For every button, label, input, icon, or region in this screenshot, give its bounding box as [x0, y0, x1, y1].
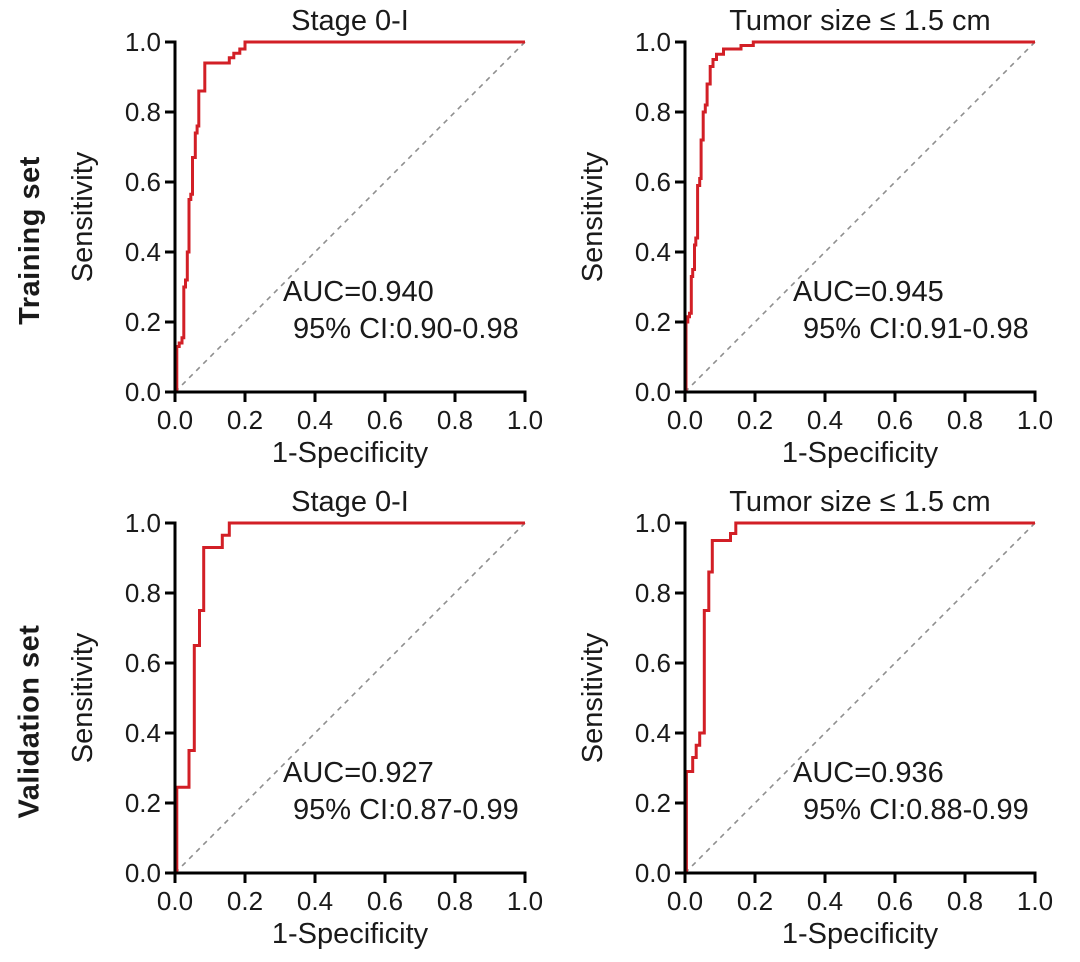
roc-panel-validation-tumor-size: Tumor size ≤ 1.5 cm 0.0 0.2 0.4 0.6 0.8 1.0 0.0…	[570, 481, 1080, 962]
y-tick-label: 0.4	[125, 718, 161, 748]
x-tick-label: 0.2	[227, 405, 263, 435]
roc-curve	[175, 40, 525, 392]
y-tick-label: 0.0	[635, 858, 671, 888]
y-axis-label: Sensitivity	[577, 151, 609, 282]
auc-annotation: AUC=0.936	[793, 757, 944, 789]
roc-curve	[684, 521, 1035, 873]
x-axis-label: 1-Specificity	[782, 918, 939, 950]
x-tick-label: 0.8	[947, 405, 983, 435]
ci-annotation: 95% CI:0.91-0.98	[803, 313, 1029, 345]
x-tick-label: 0.2	[227, 886, 263, 916]
panel-title: Tumor size ≤ 1.5 cm	[729, 5, 990, 37]
panel-title: Stage 0-I	[291, 486, 409, 518]
y-tick-label: 0.2	[125, 307, 161, 337]
y-axis-label: Sensitivity	[67, 632, 99, 763]
x-axis-label: 1-Specificity	[272, 437, 429, 469]
y-tick-label: 0.8	[635, 578, 671, 608]
y-tick-label: 0.6	[635, 167, 671, 197]
x-tick-label: 0.6	[367, 405, 403, 435]
roc-chart-svg: Tumor size ≤ 1.5 cm 0.0 0.2 0.4 0.6 0.8 1.0 0.0…	[577, 486, 1053, 950]
y-axis-label: Sensitivity	[67, 151, 99, 282]
ci-annotation: 95% CI:0.90-0.98	[293, 313, 519, 345]
x-tick-label: 0.0	[667, 405, 703, 435]
y-tick-label: 0.2	[635, 788, 671, 818]
x-tick-label: 0.8	[437, 886, 473, 916]
x-tick-label: 0.8	[437, 405, 473, 435]
x-tick-label: 0.4	[297, 886, 333, 916]
auc-annotation: AUC=0.940	[283, 276, 434, 308]
y-tick-label: 0.6	[125, 648, 161, 678]
x-tick-label: 0.6	[877, 886, 913, 916]
auc-annotation: AUC=0.927	[283, 757, 434, 789]
y-tick-label: 0.6	[125, 167, 161, 197]
ci-annotation: 95% CI:0.87-0.99	[293, 794, 519, 826]
y-tick-label: 0.8	[125, 578, 161, 608]
x-tick-label: 0.4	[807, 405, 843, 435]
y-tick-label: 1.0	[635, 27, 671, 57]
x-axis-label: 1-Specificity	[272, 918, 429, 950]
x-tick-label: 1.0	[1017, 886, 1053, 916]
roc-panel-training-stage: Stage 0-I 0.0 0.2 0.4 0.6 0.8 1.0 0.0 0.2 0.4 0.6 0…	[60, 0, 570, 481]
panel-title: Tumor size ≤ 1.5 cm	[729, 486, 990, 518]
y-tick-label: 0.8	[635, 97, 671, 127]
roc-chart-svg: Stage 0-I 0.0 0.2 0.4 0.6 0.8 1.0 0.0 0.2 0.4 0.6 0…	[67, 486, 543, 950]
y-tick-label: 0.6	[635, 648, 671, 678]
chance-diagonal-line	[174, 41, 526, 393]
roc-curve	[175, 521, 525, 873]
x-axis-label: 1-Specificity	[782, 437, 939, 469]
x-tick-label: 0.0	[157, 886, 193, 916]
y-tick-label: 1.0	[125, 27, 161, 57]
y-tick-label: 1.0	[125, 508, 161, 538]
x-tick-label: 1.0	[507, 886, 543, 916]
roc-chart-svg: Tumor size ≤ 1.5 cm 0.0 0.2 0.4 0.6 0.8 1.0 0.0…	[577, 5, 1053, 469]
x-tick-label: 0.4	[807, 886, 843, 916]
y-tick-label: 0.0	[125, 377, 161, 407]
y-tick-label: 1.0	[635, 508, 671, 538]
x-tick-label: 0.2	[737, 405, 773, 435]
x-tick-label: 0.8	[947, 886, 983, 916]
y-tick-label: 0.8	[125, 97, 161, 127]
roc-panel-training-tumor-size: Tumor size ≤ 1.5 cm 0.0 0.2 0.4 0.6 0.8 1.0 0.0…	[570, 0, 1080, 481]
x-tick-label: 0.0	[157, 405, 193, 435]
y-axis-label: Sensitivity	[577, 632, 609, 763]
x-tick-label: 0.6	[367, 886, 403, 916]
y-tick-label: 0.0	[635, 377, 671, 407]
y-tick-label: 0.4	[635, 718, 671, 748]
row-label-validation-set: Validation set	[0, 481, 60, 962]
panel-title: Stage 0-I	[291, 5, 409, 37]
chance-diagonal-line	[684, 522, 1036, 874]
x-tick-label: 0.0	[667, 886, 703, 916]
x-tick-label: 0.6	[877, 405, 913, 435]
x-tick-label: 1.0	[507, 405, 543, 435]
row-label-validation-set-text: Validation set	[13, 624, 46, 819]
y-tick-label: 0.0	[125, 858, 161, 888]
auc-annotation: AUC=0.945	[793, 276, 944, 308]
y-tick-label: 0.2	[125, 788, 161, 818]
y-tick-label: 0.4	[635, 237, 671, 267]
ci-annotation: 95% CI:0.88-0.99	[803, 794, 1029, 826]
chance-diagonal-line	[174, 522, 526, 874]
x-tick-label: 0.4	[297, 405, 333, 435]
roc-chart-svg: Stage 0-I 0.0 0.2 0.4 0.6 0.8 1.0 0.0 0.2 0.4 0.6 0…	[67, 5, 543, 469]
x-tick-label: 1.0	[1017, 405, 1053, 435]
row-label-training-set: Training set	[0, 0, 60, 481]
x-tick-label: 0.2	[737, 886, 773, 916]
row-label-training-set-text: Training set	[13, 156, 46, 325]
chance-diagonal-line	[684, 41, 1036, 393]
y-tick-label: 0.4	[125, 237, 161, 267]
roc-curve	[684, 40, 1035, 392]
y-tick-label: 0.2	[635, 307, 671, 337]
roc-panel-validation-stage: Stage 0-I 0.0 0.2 0.4 0.6 0.8 1.0 0.0 0.2 0.4 0.6 0…	[60, 481, 570, 962]
